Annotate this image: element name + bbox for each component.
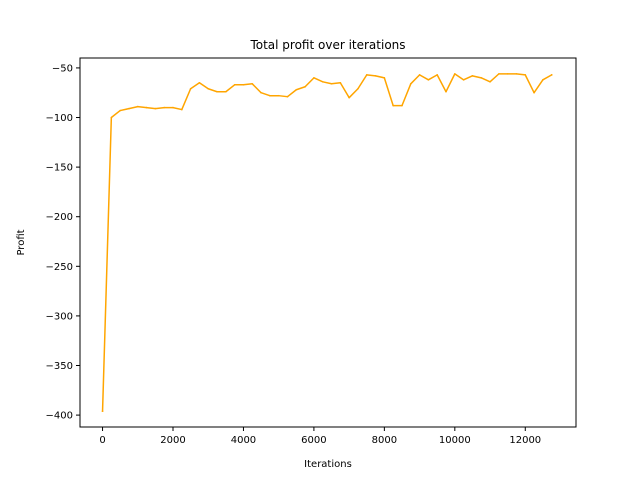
y-tick-label: −50 (52, 63, 73, 74)
y-tick-label: −250 (46, 262, 73, 273)
y-tick-label: −200 (46, 212, 73, 223)
plot-frame (79, 57, 577, 428)
data-point (462, 79, 465, 81)
data-point (136, 105, 139, 108)
data-point (533, 91, 535, 94)
y-tick-label: −350 (46, 361, 73, 372)
data-point (269, 94, 271, 97)
data-point (242, 83, 245, 86)
data-point (524, 74, 527, 76)
data-point (286, 95, 289, 98)
data-point (498, 73, 500, 75)
x-axis-label: Iterations (304, 459, 352, 470)
data-point (128, 107, 130, 110)
data-point (542, 79, 544, 81)
data-point (409, 82, 412, 85)
plot-area (101, 73, 553, 412)
data-point (163, 106, 165, 109)
y-tick-label: −300 (46, 311, 73, 322)
x-tick-label: 8000 (372, 435, 397, 446)
data-point (313, 77, 315, 79)
data-point (480, 77, 483, 79)
chart-title: Total profit over iterations (249, 38, 405, 52)
data-point (145, 106, 148, 109)
data-point (339, 82, 342, 84)
data-point (357, 87, 359, 90)
data-point (436, 74, 439, 76)
data-point (515, 73, 518, 75)
axis-ticks: 0 2000 4000 6000 8000 10000 12000 −400 −350 −300 −… (46, 63, 542, 446)
data-point (348, 96, 350, 99)
x-tick-label: 6000 (301, 435, 326, 446)
x-tick-label: 0 (99, 435, 105, 446)
series-line (101, 73, 553, 412)
data-point (101, 410, 104, 412)
data-point (454, 73, 456, 75)
data-point (445, 90, 447, 93)
data-point (550, 74, 553, 76)
data-point (198, 82, 201, 84)
data-point (506, 73, 509, 75)
data-point (401, 104, 403, 107)
data-point (154, 107, 157, 110)
data-point (119, 109, 121, 112)
data-point (304, 85, 306, 88)
data-point (418, 74, 421, 76)
y-tick-label: −150 (46, 163, 73, 174)
data-point (110, 116, 113, 119)
x-tick-label: 4000 (231, 435, 256, 446)
data-point (374, 75, 377, 77)
data-point (365, 74, 368, 76)
data-point (233, 83, 236, 86)
data-point (216, 90, 218, 93)
data-point (225, 90, 227, 93)
data-point (471, 75, 474, 77)
data-point (260, 91, 262, 94)
y-tick-label: −400 (46, 411, 73, 422)
data-point (172, 106, 174, 109)
data-point (295, 88, 298, 91)
y-axis-label: Profit (16, 229, 27, 255)
data-point (189, 87, 192, 90)
data-point (427, 79, 430, 81)
x-tick-label: 2000 (160, 435, 185, 446)
data-point (383, 77, 386, 79)
data-point (181, 108, 183, 111)
data-point (277, 94, 280, 97)
data-point (330, 82, 333, 85)
x-tick-label: 10000 (439, 435, 471, 446)
data-point (489, 81, 491, 83)
data-point (207, 87, 210, 90)
x-tick-label: 12000 (509, 435, 541, 446)
data-point (392, 104, 394, 107)
y-tick-label: −100 (46, 113, 73, 124)
data-point (251, 82, 254, 85)
data-point (321, 81, 324, 83)
